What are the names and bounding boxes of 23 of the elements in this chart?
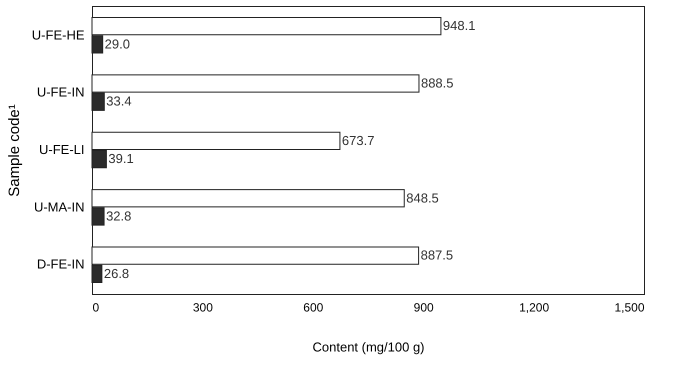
data-label: 848.5	[406, 190, 439, 206]
x-tick-label: 0	[92, 300, 100, 314]
data-label: 39.1	[108, 151, 134, 166]
data-label: 29.0	[104, 36, 130, 52]
data-label: 32.8	[106, 208, 132, 224]
y-axis-title: Sample code¹	[6, 104, 23, 197]
data-label: 33.4	[106, 94, 132, 109]
x-axis-title: Content (mg/100 g)	[312, 340, 425, 354]
x-tick-label: 900	[414, 300, 434, 314]
y-tick-label: U-MA-IN	[34, 199, 84, 214]
y-tick-label: D-FE-IN	[36, 256, 84, 272]
data-label: 26.8	[104, 266, 130, 281]
data-label: 948.1	[442, 18, 476, 34]
data-label: 888.5	[420, 76, 454, 91]
x-tick-label: 1,500	[614, 300, 645, 314]
y-tick-label: U-FE-IN	[36, 84, 84, 100]
x-tick-label: 300	[192, 300, 214, 314]
y-tick-label: U-FE-HE	[32, 27, 85, 42]
data-label: 887.5	[420, 248, 454, 263]
x-tick-label: 600	[303, 300, 324, 314]
y-tick-label: U-FE-LI	[39, 142, 84, 157]
x-tick-label: 1,200	[519, 300, 550, 314]
data-label: 673.7	[342, 132, 374, 148]
